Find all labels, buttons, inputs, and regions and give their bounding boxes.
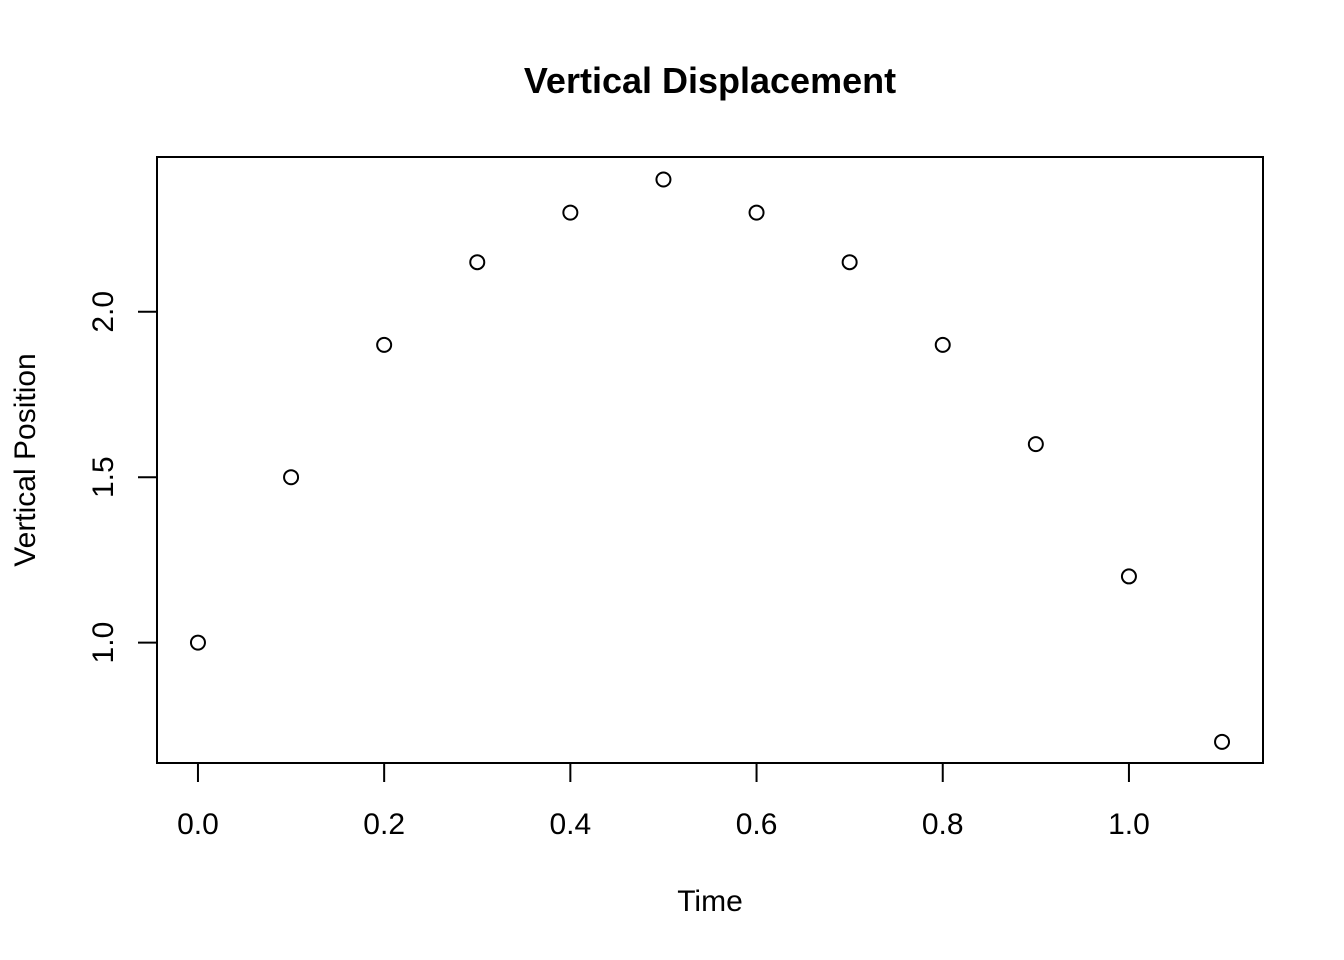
data-point [1027, 436, 1044, 453]
y-tick-label: 2.0 [87, 291, 120, 333]
data-point [1214, 733, 1231, 750]
y-axis: 1.0 1.5 2.0 [87, 291, 158, 664]
x-tick-label: 0.2 [363, 808, 405, 841]
x-tick-label: 0.4 [549, 808, 591, 841]
data-point [469, 254, 486, 271]
plot-frame [156, 156, 1264, 764]
data-point [562, 204, 579, 221]
x-axis: 0.0 0.2 0.4 0.6 0.8 1.0 [177, 762, 1150, 841]
x-axis-label: Time [677, 885, 743, 918]
data-point [748, 204, 765, 221]
data-point [655, 171, 672, 188]
y-tick-label: 1.5 [87, 456, 120, 498]
y-axis-label: Vertical Position [9, 353, 42, 566]
data-points [189, 171, 1231, 750]
chart-title: Vertical Displacement [524, 60, 896, 101]
x-tick-label: 0.0 [177, 808, 219, 841]
data-point [934, 336, 951, 353]
data-point [841, 254, 858, 271]
data-point [1120, 568, 1137, 585]
x-tick-label: 0.6 [736, 808, 778, 841]
x-tick-label: 0.8 [922, 808, 964, 841]
data-point [283, 469, 300, 486]
y-tick-label: 1.0 [87, 622, 120, 664]
x-tick-label: 1.0 [1108, 808, 1150, 841]
data-point [189, 634, 206, 651]
data-point [376, 336, 393, 353]
